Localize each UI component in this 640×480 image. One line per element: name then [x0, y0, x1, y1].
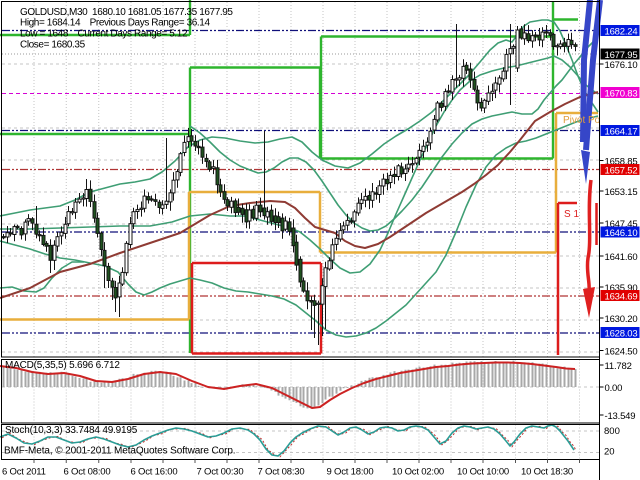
svg-text:1657.52: 1657.52 [605, 165, 638, 176]
svg-text:11.782: 11.782 [605, 361, 632, 372]
svg-text:1653.15: 1653.15 [605, 187, 638, 198]
svg-text:6 Oct 16:00: 6 Oct 16:00 [131, 467, 178, 478]
svg-text:1647.45: 1647.45 [605, 219, 638, 230]
svg-text:800: 800 [604, 426, 620, 437]
svg-text:1682.24: 1682.24 [605, 26, 638, 37]
svg-text:1635.90: 1635.90 [605, 283, 638, 294]
svg-text:BMF-Meta, © 2001-2011 MetaQuot: BMF-Meta, © 2001-2011 MetaQuotes Softwar… [4, 446, 235, 457]
svg-text:1677.95: 1677.95 [605, 50, 638, 61]
svg-text:GOLDUSD,M30 1680.10 1681.05 1: GOLDUSD,M30 1680.10 1681.05 1677.35 1677… [20, 7, 233, 18]
svg-text:1628.03: 1628.03 [605, 328, 638, 339]
svg-text:Stoch(10,3,3) 33.7484 49.9195: Stoch(10,3,3) 33.7484 49.9195 [5, 425, 138, 436]
svg-text:1624.50: 1624.50 [605, 346, 638, 357]
svg-text:1630.20: 1630.20 [605, 314, 638, 325]
svg-text:1670.83: 1670.83 [605, 88, 638, 99]
svg-text:MACD(5,35,5) 5.696 6.712: MACD(5,35,5) 5.696 6.712 [5, 360, 120, 371]
svg-text:10 Oct 10:00: 10 Oct 10:00 [457, 467, 509, 478]
svg-text:9 Oct 18:00: 9 Oct 18:00 [327, 467, 374, 478]
svg-text:7 Oct 00:30: 7 Oct 00:30 [197, 467, 244, 478]
svg-text:10 Oct 18:30: 10 Oct 18:30 [521, 467, 573, 478]
svg-text:10 Oct 02:00: 10 Oct 02:00 [392, 467, 444, 478]
svg-text:1658.85: 1658.85 [605, 156, 638, 167]
svg-text:0.00: 0.00 [605, 383, 623, 394]
svg-text:1664.17: 1664.17 [605, 126, 638, 137]
svg-text:Pivot Po: Pivot Po [563, 115, 601, 126]
svg-text:6 Oct 08:00: 6 Oct 08:00 [64, 467, 111, 478]
svg-text:7 Oct 08:30: 7 Oct 08:30 [258, 467, 305, 478]
svg-text:1646.10: 1646.10 [605, 228, 638, 239]
svg-text:6 Oct 2011: 6 Oct 2011 [2, 467, 46, 478]
svg-text:Close= 1680.35: Close= 1680.35 [20, 40, 86, 51]
svg-text:1676.10: 1676.10 [605, 60, 638, 71]
svg-text:20: 20 [604, 447, 615, 458]
svg-text:S 1: S 1 [564, 209, 579, 220]
svg-text:-13.549: -13.549 [605, 411, 636, 422]
svg-text:Low = 1648 Current Days Ran: Low = 1648 Current Days Range= 5.12 [20, 29, 188, 40]
svg-text:1641.60: 1641.60 [605, 252, 638, 263]
svg-text:High= 1684.14 Previous Days: High= 1684.14 Previous Days Range= 36.14 [20, 18, 210, 29]
svg-text:1634.69: 1634.69 [605, 291, 638, 302]
